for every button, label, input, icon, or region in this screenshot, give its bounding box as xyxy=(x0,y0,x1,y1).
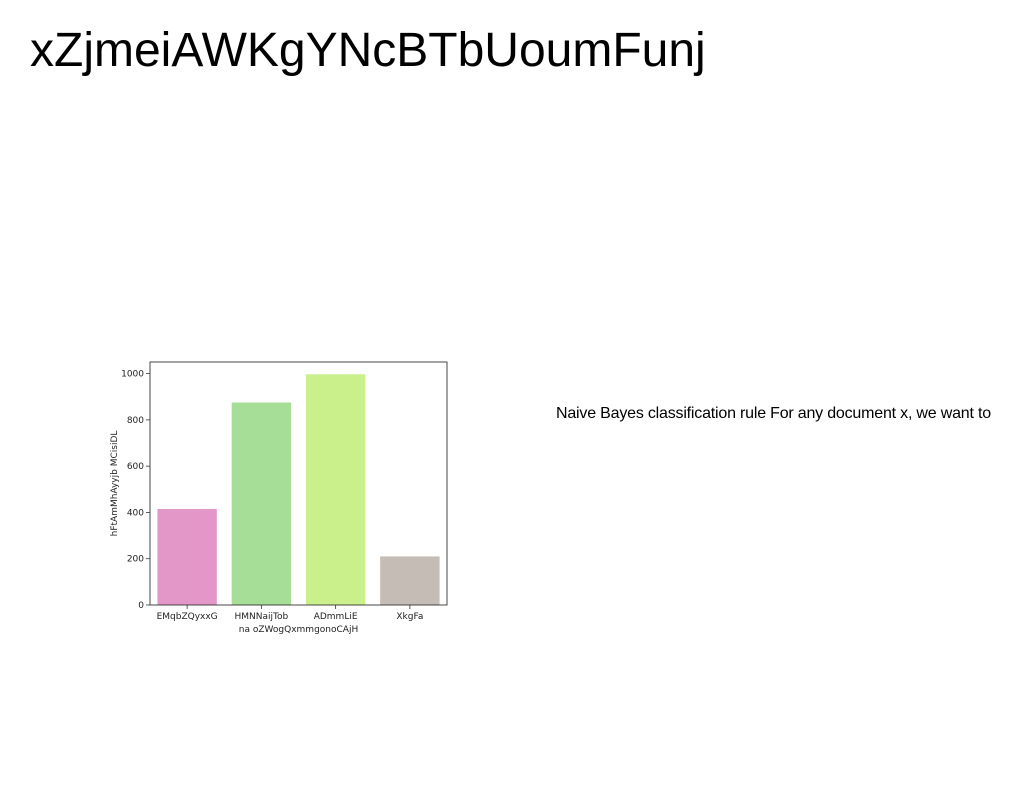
bar-0 xyxy=(157,508,217,605)
slide-title: xZjmeiAWKgYNcBTbUoumFunj xyxy=(30,24,706,77)
y-axis-label: hFtAmMhAyyjb MCisiDL xyxy=(110,431,120,537)
x-tick-label: XkgFa xyxy=(396,612,423,622)
x-tick-label: ADmmLiE xyxy=(314,612,358,622)
bar-chart: 0 200 400 600 800 1000 EMqbZQyxxG HMNNaijTob AD… xyxy=(100,352,460,642)
y-tick-label: 0 xyxy=(138,601,144,611)
x-tick-label: HMNNaijTob xyxy=(235,612,289,622)
bar-chart-svg: 0 200 400 600 800 1000 EMqbZQyxxG HMNNaijTob AD… xyxy=(110,361,448,635)
slide-body-text: Naive Bayes classification rule For any … xyxy=(556,405,991,422)
bar-2 xyxy=(305,374,366,605)
bar-1 xyxy=(231,402,292,605)
y-tick-label: 200 xyxy=(127,555,144,565)
y-axis-ticks: 0 200 400 600 800 1000 xyxy=(121,370,150,611)
y-tick-label: 1000 xyxy=(121,370,144,380)
x-tick-label: EMqbZQyxxG xyxy=(157,612,218,622)
y-tick-label: 600 xyxy=(127,462,144,472)
y-tick-label: 800 xyxy=(127,416,144,426)
plot-area-frame xyxy=(149,361,448,606)
y-tick-label: 400 xyxy=(127,508,144,518)
bar-3 xyxy=(380,556,440,605)
x-axis-label: na oZWogQxmmgonoCAjH xyxy=(239,625,358,635)
x-axis-ticks: EMqbZQyxxG HMNNaijTob ADmmLiE XkgFa xyxy=(157,605,423,622)
bars-layer xyxy=(157,374,440,605)
